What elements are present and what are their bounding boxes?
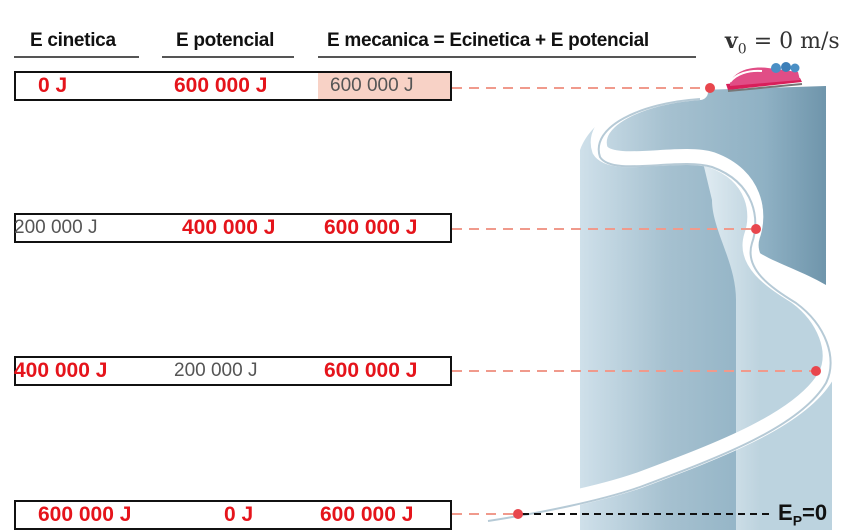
- row-4-kinetic: 600 000 J: [38, 503, 132, 526]
- track-edge: [487, 98, 832, 522]
- row-3-mechanical: 600 000 J: [324, 359, 418, 382]
- row-3-kinetic: 400 000 J: [14, 359, 108, 382]
- energy-row-1: 0 J 600 000 J 600 000 J: [14, 71, 452, 101]
- ground-potential-label: EP=0: [778, 500, 828, 529]
- energy-row-4: 600 000 J 0 J 600 000 J: [14, 500, 452, 530]
- energy-row-3: 400 000 J 200 000 J 600 000 J: [14, 356, 452, 386]
- row-2-kinetic: 200 000 J: [14, 217, 98, 238]
- row-3-potential: 200 000 J: [174, 360, 258, 381]
- position-marker-1: [705, 83, 715, 93]
- track-wall-back: [580, 86, 826, 530]
- position-marker-2: [751, 224, 761, 234]
- header-potential-energy: E potencial: [176, 30, 275, 51]
- header-underline-mechanical: [318, 56, 696, 58]
- row-1-potential: 600 000 J: [174, 74, 268, 97]
- header-mechanical-energy: E mecanica = Ecinetica + E potencial: [327, 30, 649, 51]
- row-2-potential: 400 000 J: [182, 216, 276, 239]
- row-4-mechanical: 600 000 J: [320, 503, 414, 526]
- position-marker-4: [513, 509, 523, 519]
- header-underline-potential: [162, 56, 294, 58]
- energy-row-2: 200 000 J 400 000 J 600 000 J: [14, 213, 452, 243]
- header-kinetic-energy: E cinetica: [30, 30, 116, 51]
- track-surface: [480, 84, 839, 522]
- row-4-potential: 0 J: [224, 503, 254, 526]
- row-1-kinetic: 0 J: [38, 74, 68, 97]
- row-2-mechanical: 600 000 J: [324, 216, 418, 239]
- position-marker-3: [811, 366, 821, 376]
- row-1-mechanical: 600 000 J: [318, 73, 450, 99]
- bobsled-icon: [726, 62, 803, 92]
- initial-velocity-label: v0 = 0 m/s: [725, 28, 840, 58]
- header-underline-kinetic: [14, 56, 139, 58]
